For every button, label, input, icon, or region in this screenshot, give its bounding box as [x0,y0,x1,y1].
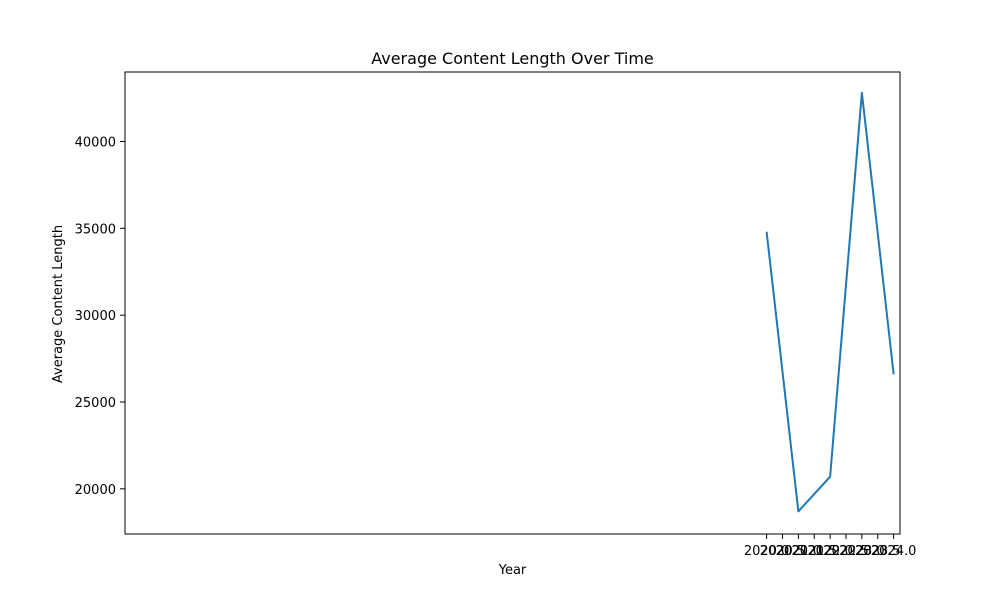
y-tick-label: 35000 [75,222,116,237]
y-tick-label: 40000 [75,135,116,150]
y-tick-label: 25000 [75,396,116,411]
x-tick-label: 2022.0 [807,544,853,559]
x-tick-label: 2020.0 [744,544,790,559]
y-axis-label: Average Content Length [51,225,66,383]
x-axis-ticks: 2020.02020.52021.02021.52022.02022.52023… [744,534,917,559]
x-tick-label: 2024.0 [871,544,917,559]
plot-area-frame [124,71,901,535]
x-tick-label: 2021.0 [776,544,822,559]
chart-title: Average Content Length Over Time [371,49,654,68]
x-tick-label: 2022.5 [823,544,869,559]
series-line [765,91,895,513]
x-tick-label: 2021.5 [791,544,837,559]
y-axis-ticks: 20000 25000 30000 35000 40000 [75,135,125,498]
x-tick-label: 2023.5 [855,544,901,559]
x-tick-label: 2020.5 [760,544,806,559]
y-tick-label: 20000 [75,483,116,498]
y-tick-label: 30000 [75,309,116,324]
x-tick-label: 2023.0 [839,544,885,559]
x-axis-label: Year [498,563,527,578]
series-group [765,91,895,513]
